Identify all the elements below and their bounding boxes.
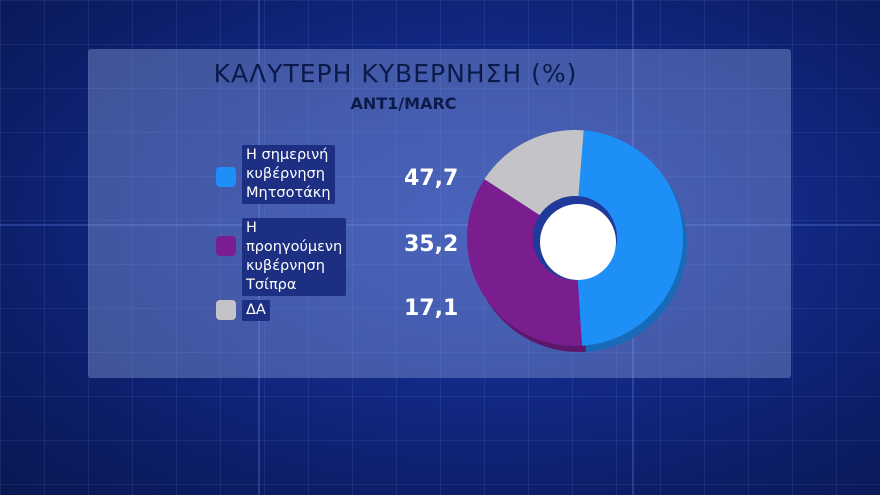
legend-swatch [216, 167, 236, 187]
background-line [0, 224, 880, 226]
data-label: 35,2 [404, 232, 459, 257]
donut-chart [467, 130, 687, 352]
donut-hole-inner [540, 204, 616, 280]
data-label: 47,7 [404, 166, 459, 191]
chart-subtitle: ANT1/MARC [350, 94, 457, 113]
pie-slice [467, 179, 582, 346]
donut-slices [467, 130, 683, 346]
pie-slice [577, 130, 683, 346]
data-label: 17,1 [404, 296, 459, 321]
legend-label: Η προηγούμενη κυβέρνηση Τσίπρα [242, 218, 347, 296]
legend-label: Η σημερινή κυβέρνηση Μητσοτάκη [242, 145, 335, 204]
legend-swatch [216, 236, 236, 256]
pie-slice [484, 130, 584, 216]
legend-label: ΔΑ [242, 300, 270, 321]
chart-title: ΚΑΛΥΤΕΡΗ ΚΥΒΕΡΝΗΣΗ (%) [213, 59, 578, 88]
legend-swatch [216, 300, 236, 320]
